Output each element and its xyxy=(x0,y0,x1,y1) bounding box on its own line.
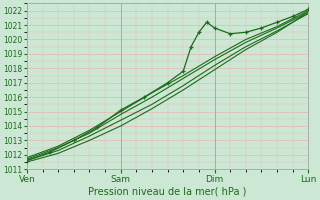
X-axis label: Pression niveau de la mer( hPa ): Pression niveau de la mer( hPa ) xyxy=(88,187,247,197)
